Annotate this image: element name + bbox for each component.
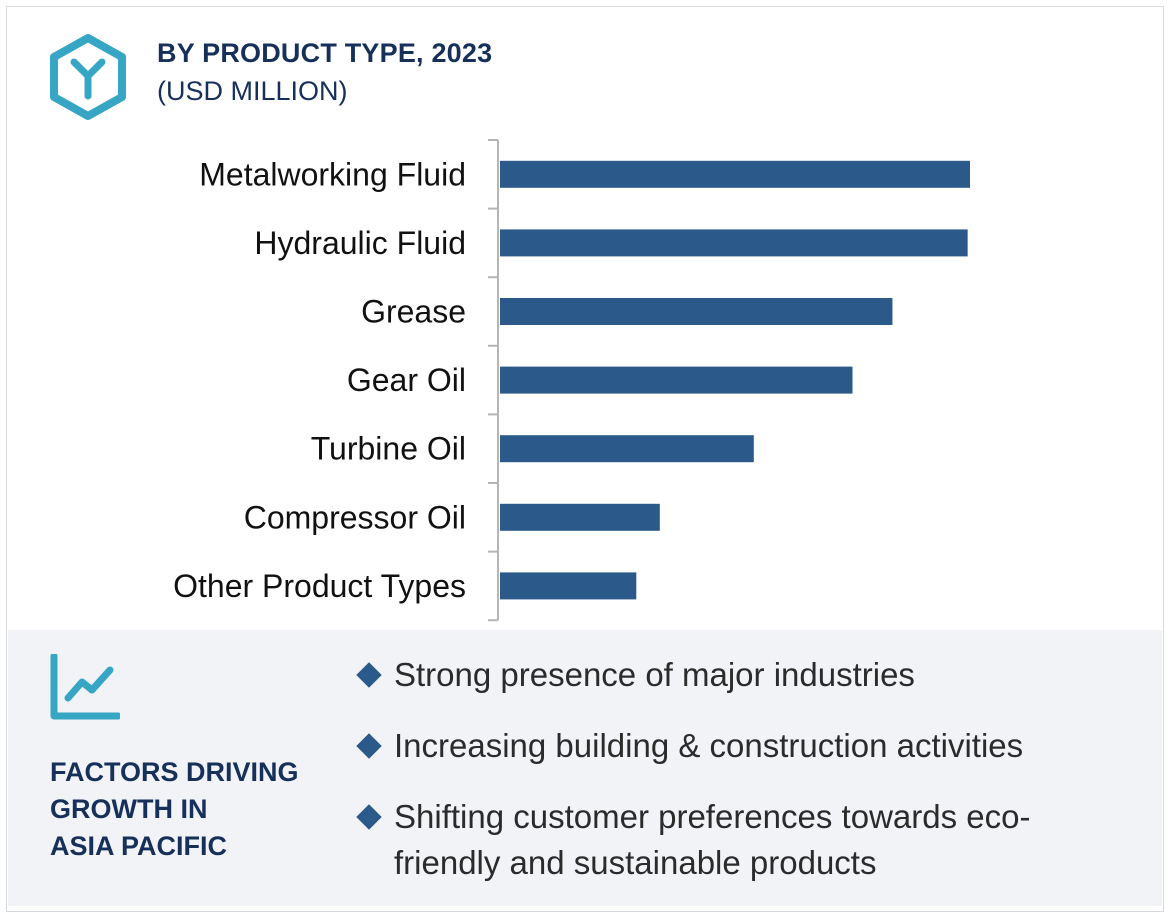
category-label: Metalworking Fluid — [199, 156, 466, 192]
y-hexagon-logo-icon — [50, 34, 126, 120]
factors-panel: FACTORS DRIVING GROWTH IN ASIA PACIFIC S… — [8, 630, 1162, 906]
factors-heading-line-2: GROWTH IN — [50, 794, 208, 824]
category-label: Hydraulic Fluid — [254, 225, 466, 261]
diamond-bullet-icon — [356, 804, 382, 830]
category-label: Turbine Oil — [311, 431, 466, 467]
factors-heading-line-1: FACTORS DRIVING — [50, 757, 299, 787]
trend-line-chart-icon — [50, 654, 120, 720]
chart-subtitle: (USD MILLION) — [157, 76, 348, 106]
category-label: Gear Oil — [347, 362, 466, 398]
category-label: Other Product Types — [173, 568, 466, 604]
factor-bullet-text: Shifting customer preferences towards ec… — [394, 798, 1031, 881]
factor-bullet-text: Increasing building & construction activ… — [394, 727, 1024, 764]
diamond-bullet-icon — [356, 662, 382, 688]
chart-title: BY PRODUCT TYPE, 2023 — [157, 38, 493, 68]
bar-other-product-types — [500, 572, 637, 600]
bar-hydraulic-fluid — [500, 229, 968, 257]
factors-heading-line-3: ASIA PACIFIC — [50, 831, 228, 861]
bar-compressor-oil — [500, 503, 660, 531]
factor-bullet-text: Strong presence of major industries — [394, 656, 915, 693]
bar-turbine-oil — [500, 435, 754, 463]
bar-gear-oil — [500, 366, 853, 394]
bar-grease — [500, 298, 893, 325]
bar-metalworking-fluid — [500, 160, 970, 188]
category-label: Compressor Oil — [244, 499, 466, 535]
category-label: Grease — [361, 294, 466, 330]
diamond-bullet-icon — [356, 733, 382, 759]
factors-heading: FACTORS DRIVING GROWTH IN ASIA PACIFIC — [50, 754, 330, 865]
bar-chart: Metalworking Fluid Hydraulic Fluid Grease G… — [173, 139, 970, 622]
